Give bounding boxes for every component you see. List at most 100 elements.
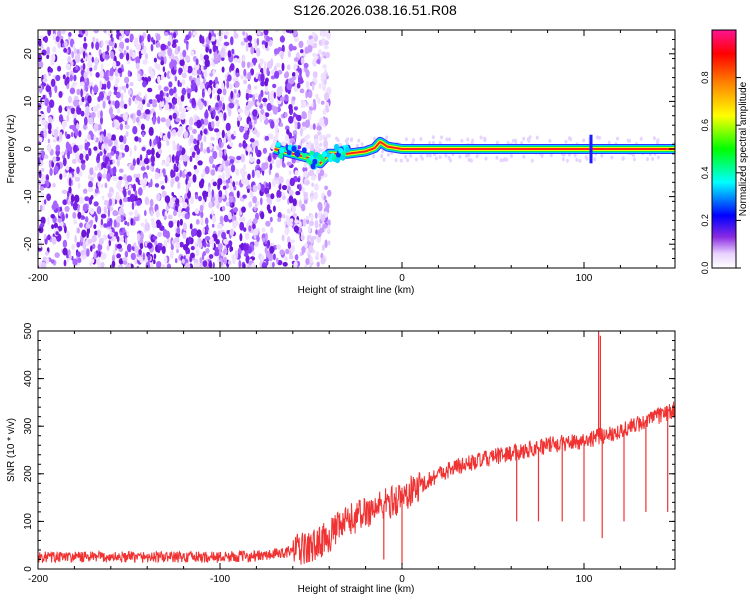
spectrogram-cell <box>210 36 216 42</box>
spectrogram-cell <box>196 139 200 147</box>
spectrogram-cell <box>471 138 475 143</box>
spectral-blob <box>322 151 327 158</box>
spectrogram-cell <box>209 72 214 77</box>
spectrogram-cell <box>276 189 282 199</box>
spectrogram-cell <box>53 128 59 138</box>
spectrogram-cell <box>280 96 285 102</box>
spectrogram-cell <box>221 194 225 199</box>
spectrogram-cell <box>82 51 86 59</box>
spectrogram-cell <box>90 112 96 119</box>
spectrogram-cell <box>128 263 131 268</box>
spectrogram-cell <box>304 46 310 54</box>
spectrogram-cell <box>153 138 157 146</box>
spectrogram-cell <box>214 251 220 257</box>
spectrogram-cell <box>133 242 137 248</box>
spectrogram-cell <box>303 191 309 198</box>
spectrogram-cell <box>181 72 187 79</box>
spectrogram-cell <box>610 155 614 160</box>
spectrogram-cell <box>124 38 130 43</box>
spectrogram-cell <box>268 199 272 206</box>
spectrogram-cell <box>179 145 183 152</box>
spectrogram-cell <box>386 152 390 157</box>
spectrogram-cell <box>221 66 225 73</box>
spectrogram-cell <box>137 173 141 178</box>
spectrogram-cell <box>138 249 142 256</box>
spectrogram-cell <box>319 148 322 153</box>
y-tick-label: 10 <box>23 95 34 107</box>
spectrogram-cell <box>97 180 101 188</box>
spectrogram-cell <box>192 174 197 183</box>
spectrogram-cell <box>324 239 328 248</box>
spectrogram-cell <box>228 83 233 90</box>
spectrogram-cell <box>298 40 304 49</box>
spectrogram-cell <box>123 49 127 56</box>
spectrogram-cell <box>55 203 59 209</box>
spectrogram-cell <box>47 122 52 131</box>
spectrogram-cell <box>194 169 199 174</box>
spectrogram-cell <box>228 195 234 203</box>
spectrogram-cell <box>240 41 245 46</box>
spectrogram-cell <box>200 217 204 226</box>
spectrogram-heatmap <box>38 30 675 268</box>
spectrogram-cell <box>185 184 189 194</box>
spectrogram-cell <box>272 83 277 89</box>
spectrogram-cell <box>116 159 121 167</box>
spectrogram-cell <box>119 52 124 60</box>
spectrogram-cell <box>97 110 102 119</box>
spectrogram-cell <box>148 99 154 105</box>
spectrogram-cell <box>54 165 59 175</box>
spectrogram-cell <box>141 146 146 152</box>
spectrogram-cell <box>318 39 323 46</box>
spectrogram-cell <box>100 262 105 268</box>
spectrogram-cell <box>115 77 120 84</box>
spectrogram-cell <box>200 141 204 150</box>
spectrogram-cell <box>548 138 552 143</box>
spectrogram-cell <box>136 199 142 206</box>
spectrogram-cell <box>69 87 76 95</box>
spectrogram-cell <box>68 186 72 194</box>
spectrogram-cell <box>522 136 526 141</box>
spectrogram-cell <box>306 119 310 127</box>
spectrogram-cell <box>100 254 104 260</box>
spectrogram-cell <box>311 83 315 91</box>
spectrogram-cell <box>484 156 488 161</box>
spectrogram-cell <box>303 62 309 69</box>
spectrogram-cell <box>324 40 330 45</box>
spectrogram-cell <box>73 144 78 153</box>
spectrogram-cell <box>308 220 315 227</box>
spectrogram-cell <box>135 62 140 69</box>
spectrogram-cell <box>173 32 177 39</box>
spectrogram-cell <box>124 220 128 226</box>
spectrogram-cell <box>250 68 255 76</box>
spectrogram-cell <box>118 187 124 192</box>
spectrogram-cell <box>209 142 213 151</box>
spectrogram-cell <box>264 135 269 141</box>
spectrogram-cell <box>233 57 238 63</box>
spectrogram-cell <box>222 185 227 190</box>
spectrogram-cell <box>293 106 298 111</box>
spectrogram-cell <box>137 256 143 261</box>
spectrogram-cell <box>287 241 292 249</box>
spectrogram-cell <box>327 189 332 197</box>
spectrogram-cell <box>105 145 110 151</box>
spectrogram-cell <box>307 89 313 99</box>
spectrogram-cell <box>322 223 328 229</box>
spectrogram-cell <box>98 163 102 172</box>
spectrogram-cell <box>214 76 219 85</box>
spectrogram-cell <box>96 206 102 215</box>
spectrogram-cell <box>284 71 290 78</box>
spectrogram-cell <box>183 222 187 231</box>
spectrogram-cell <box>163 215 167 221</box>
spectrogram-cell <box>120 236 124 242</box>
spectrogram-cell <box>167 47 173 57</box>
x-tick-label: -100 <box>210 574 230 585</box>
spectrogram-cell <box>85 30 89 37</box>
spectral-blob <box>295 151 301 158</box>
spectrogram-cell <box>223 256 227 265</box>
spectrogram-cell <box>136 157 140 165</box>
spectrogram-cell <box>176 143 180 152</box>
spectrogram-cell <box>134 245 139 254</box>
spectrogram-cell <box>207 191 211 198</box>
spectrogram-cell <box>166 92 169 98</box>
spectrogram-cell <box>223 34 228 40</box>
